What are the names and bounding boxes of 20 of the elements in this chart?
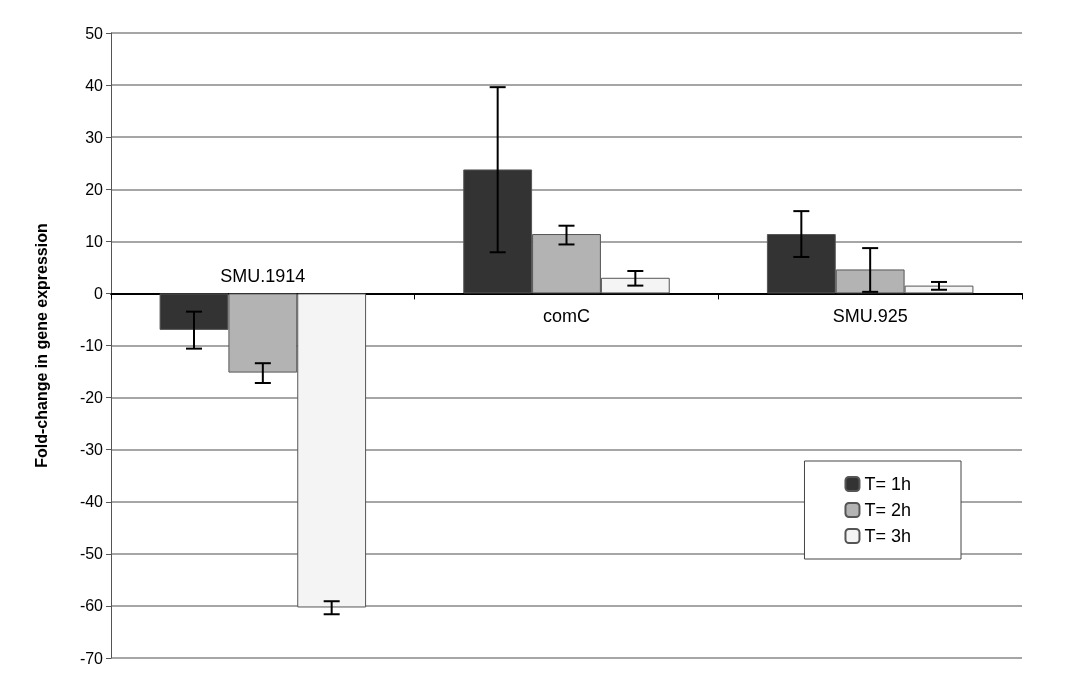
x-tick-label: comC bbox=[542, 306, 591, 327]
y-tick-label: 10 bbox=[85, 232, 104, 250]
legend-label: T= 2h bbox=[864, 500, 911, 520]
y-tick-label: -10 bbox=[79, 337, 104, 354]
y-tick-label: 40 bbox=[85, 76, 104, 94]
y-tick-label: -20 bbox=[79, 389, 104, 407]
y-tick-label: -50 bbox=[79, 545, 104, 563]
y-axis-title: Fold-change in gene expression bbox=[32, 223, 50, 468]
y-tick-label: -60 bbox=[79, 597, 104, 615]
y-tick-label: 20 bbox=[85, 180, 104, 198]
x-tick-label: SMU.1914 bbox=[220, 266, 306, 287]
legend-label: T= 3h bbox=[864, 526, 911, 546]
y-tick-label: -30 bbox=[79, 441, 104, 459]
y-tick-label: 30 bbox=[85, 128, 104, 146]
y-tick-label: 0 bbox=[94, 284, 104, 302]
y-tick-label: -70 bbox=[79, 649, 104, 667]
y-tick-label: -40 bbox=[79, 493, 104, 511]
legend-label: T= 1h bbox=[864, 474, 911, 494]
y-tick-label: 50 bbox=[85, 24, 104, 42]
x-tick-label: SMU.925 bbox=[832, 306, 908, 327]
